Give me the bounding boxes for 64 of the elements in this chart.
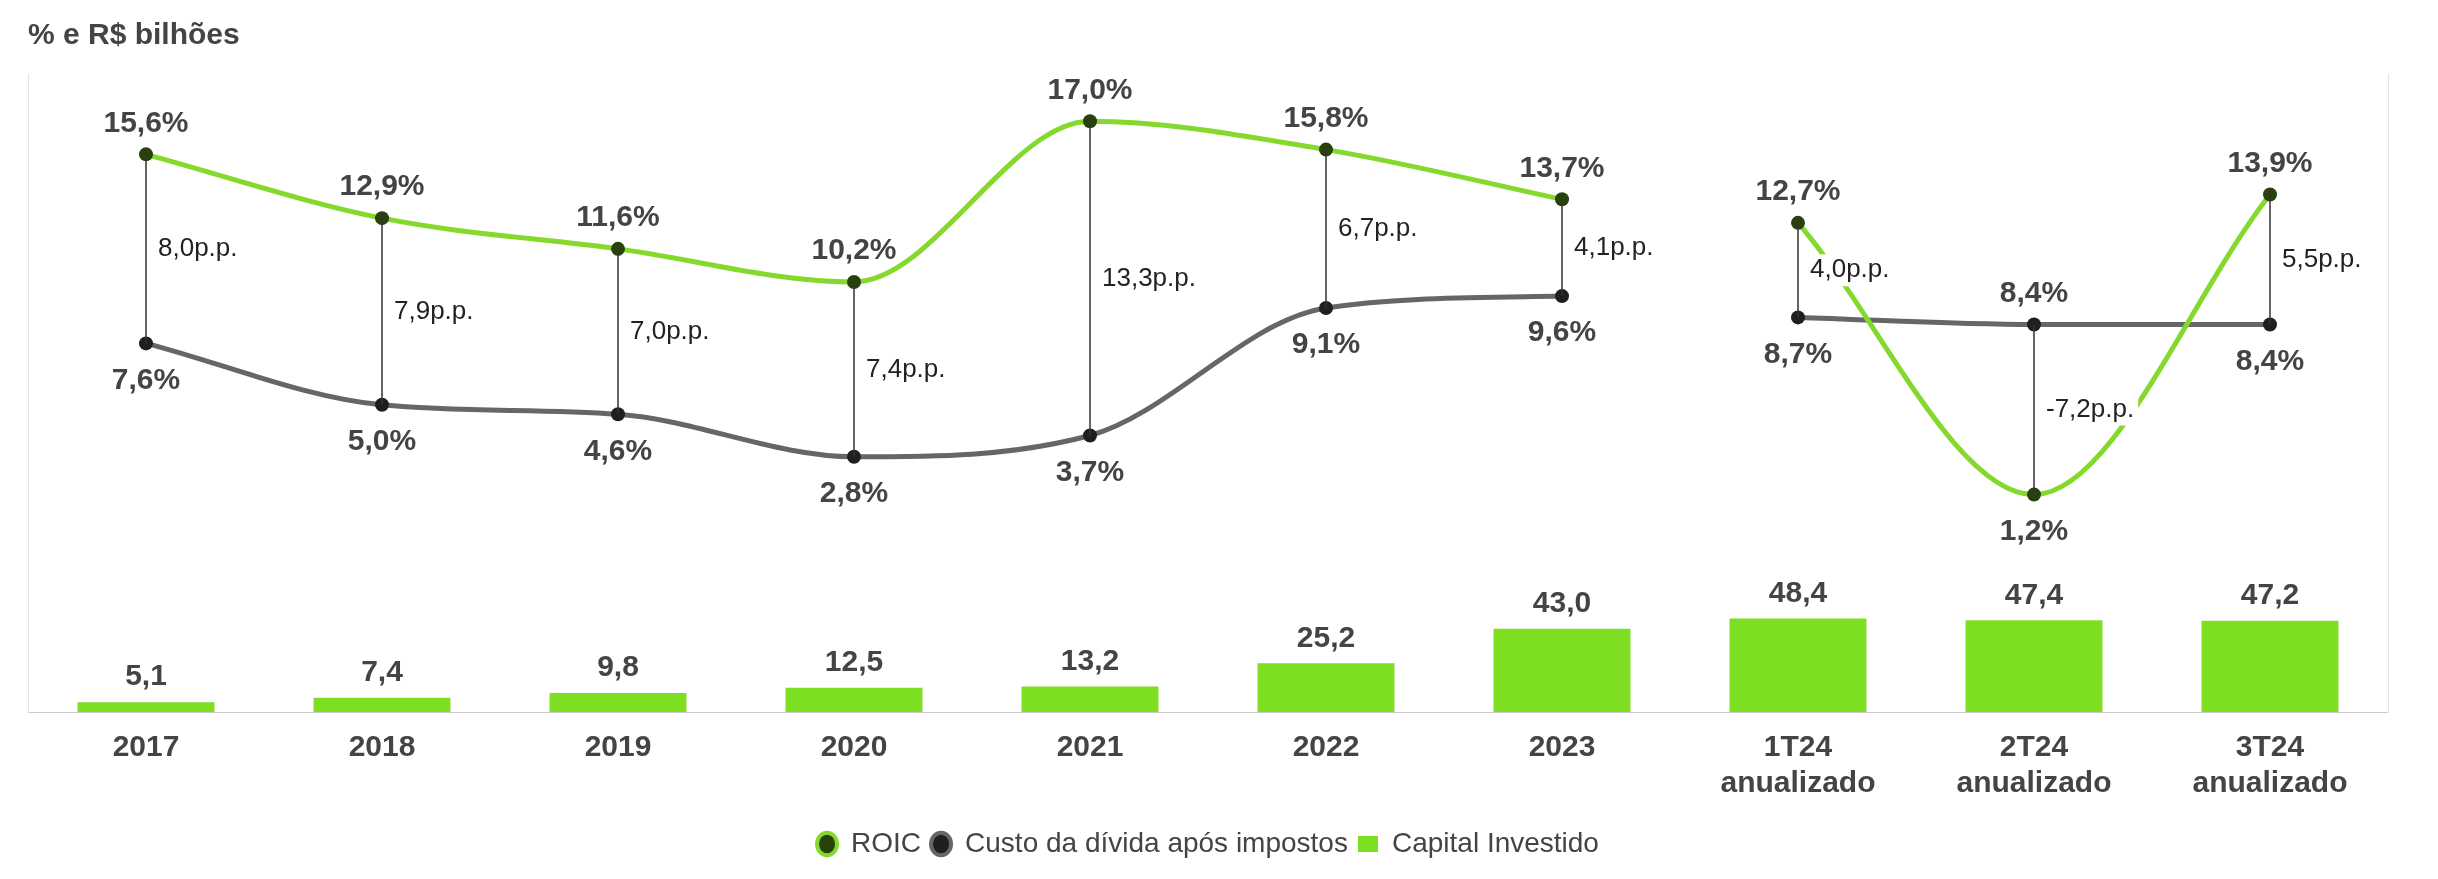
x-tick-label: 2021 [1056,729,1124,763]
data-label: 3,7% [1055,453,1125,487]
chart-title: % e R$ bilhões [28,17,240,51]
data-label: 2,8% [819,475,889,509]
data-label: 11,6% [576,199,660,233]
data-label: 8,4% [2235,342,2305,376]
annotation: 13,3p.p. [1102,261,1196,292]
bar [77,702,215,712]
data-label: 13,7% [1519,149,1605,183]
bar [549,693,687,712]
annotation: 8,0p.p. [158,232,238,263]
data-label: 43,0 [1532,585,1592,619]
annotation: 4,1p.p. [1574,230,1654,261]
data-label: 9,8 [597,649,639,683]
x-tick-label: 1T24 anualizado [1720,729,1876,799]
bar [2201,620,2339,712]
bar [1729,618,1867,712]
bar [1021,686,1159,712]
x-tick-label: 2020 [820,729,888,763]
bar [1257,663,1395,712]
bar [785,687,923,712]
bar [1493,628,1631,712]
data-label: 13,9% [2227,144,2313,178]
bar [1965,620,2103,712]
data-label: 12,9% [339,168,425,202]
data-label: 9,1% [1291,326,1361,360]
data-label: 48,4 [1768,574,1828,608]
annotation: 7,4p.p. [866,352,946,383]
x-tick-label: 3T24 anualizado [2192,729,2348,799]
data-label: 8,7% [1763,335,1833,369]
data-label: 7,6% [111,361,181,395]
x-tick-label: 2022 [1292,729,1360,763]
data-label: 17,0% [1047,71,1133,105]
x-tick-label: 2017 [112,729,180,763]
annotation: 7,9p.p. [394,294,474,325]
bar [313,697,451,712]
x-tick-label: 2T24 anualizado [1956,729,2112,799]
x-tick-label: 2018 [348,729,416,763]
annotation: 5,5p.p. [2282,242,2362,273]
legend-label: Custo da dívida após impostos [965,826,1348,858]
x-tick-label: 2023 [1528,729,1596,763]
data-label: 4,6% [583,432,653,466]
annotation: 4,0p.p. [1810,253,1890,284]
x-tick-label: 2019 [584,729,652,763]
data-label: 47,4 [2004,576,2064,610]
data-label: 13,2 [1060,642,1120,676]
data-label: 47,2 [2240,577,2300,611]
annotation: 7,0p.p. [630,314,710,345]
data-label: 9,6% [1527,314,1597,348]
data-label: 7,4 [361,653,404,687]
data-label: 25,2 [1296,619,1356,653]
data-label: 8,4% [1999,274,2069,308]
data-label: 5,1 [125,658,167,692]
legend-label: Capital Investido [1391,826,1599,858]
data-label: 15,8% [1283,99,1369,133]
legend-label: ROIC [851,826,922,858]
data-label: 5,0% [347,423,417,457]
data-label: 12,5 [824,644,884,678]
annotation: -7,2p.p. [2046,392,2135,423]
data-label: 12,7% [1755,173,1841,207]
data-label: 15,6% [103,104,189,138]
annotation: 6,7p.p. [1338,211,1418,242]
data-label: 1,2% [1999,512,2069,546]
data-label: 10,2% [811,232,897,266]
